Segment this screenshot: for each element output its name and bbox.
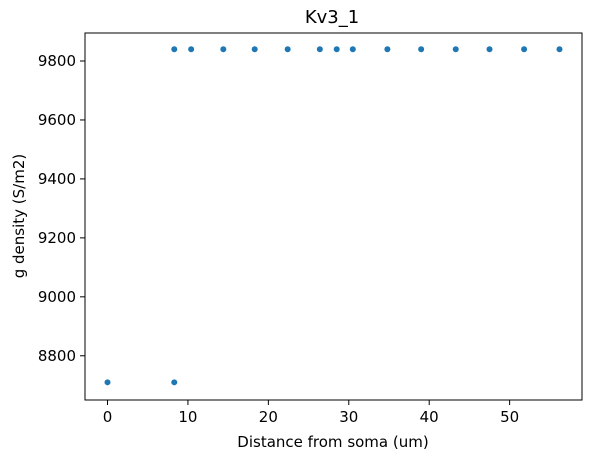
- data-point: [285, 46, 291, 52]
- data-point: [171, 379, 177, 385]
- data-point: [171, 46, 177, 52]
- data-point: [252, 46, 258, 52]
- data-point: [384, 46, 390, 52]
- chart-title: Kv3_1: [305, 7, 359, 28]
- data-point: [487, 46, 493, 52]
- y-tick-label: 8800: [38, 347, 76, 365]
- data-point: [453, 46, 459, 52]
- data-point: [220, 46, 226, 52]
- data-point: [105, 379, 111, 385]
- y-tick-label: 9800: [38, 52, 76, 70]
- y-axis-label: g density (S/m2): [10, 154, 28, 279]
- x-axis-ticks: 0 10 20 30 40 50: [103, 400, 519, 426]
- data-point: [556, 46, 562, 52]
- data-point: [188, 46, 194, 52]
- y-tick-label: 9600: [38, 111, 76, 129]
- plot-frame: [85, 33, 582, 400]
- y-tick-label: 9400: [38, 170, 76, 188]
- data-point: [521, 46, 527, 52]
- x-axis-label: Distance from soma (um): [237, 433, 428, 451]
- y-axis-ticks: 8800 9000 9200 9400 9600 9800: [38, 52, 85, 365]
- y-tick-label: 9000: [38, 288, 76, 306]
- data-points: [105, 46, 563, 385]
- x-tick-label: 50: [500, 408, 519, 426]
- x-tick-label: 30: [339, 408, 358, 426]
- x-tick-label: 20: [259, 408, 278, 426]
- data-point: [317, 46, 323, 52]
- y-tick-label: 9200: [38, 229, 76, 247]
- data-point: [334, 46, 340, 52]
- x-tick-label: 40: [420, 408, 439, 426]
- data-point: [418, 46, 424, 52]
- x-tick-label: 0: [103, 408, 113, 426]
- data-point: [350, 46, 356, 52]
- x-tick-label: 10: [178, 408, 197, 426]
